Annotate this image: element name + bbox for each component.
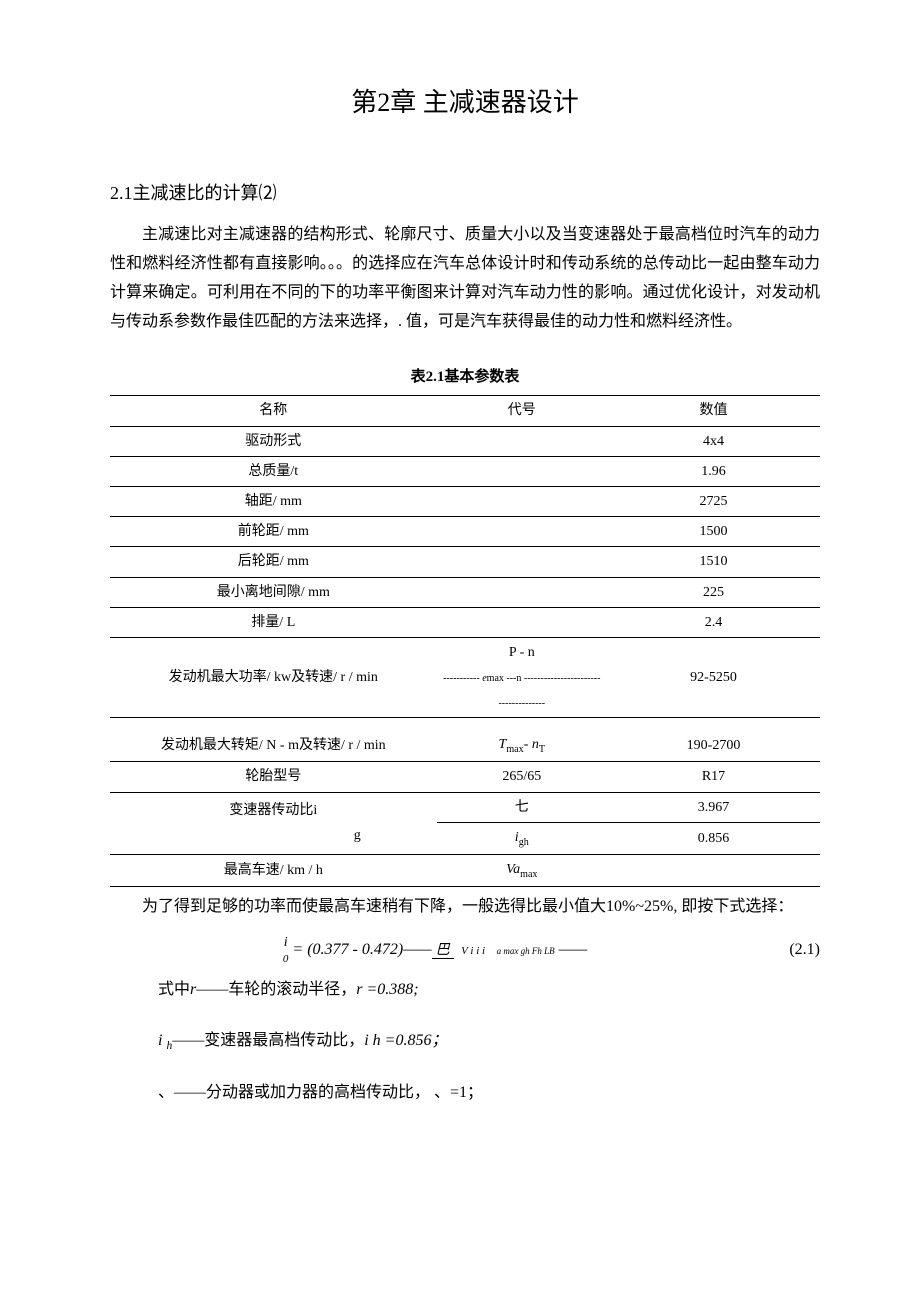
cell-value: 92-5250 <box>607 637 820 718</box>
cell-symbol: Tmax- nT <box>437 718 607 762</box>
table-row: 变速器传动比i g 七 3.967 <box>110 792 820 822</box>
cell-symbol <box>437 577 607 607</box>
cell-value: 225 <box>607 577 820 607</box>
def-r: 式中r——车轮的滚动半径，r =0.388; <box>158 976 820 1005</box>
symbol-definitions: 式中r——车轮的滚动半径，r =0.388; i h——变速器最高档传动比，i … <box>158 976 820 1108</box>
cell-value: 4x4 <box>607 426 820 456</box>
table-row: 轮胎型号 265/65 R17 <box>110 762 820 792</box>
cell-name: 后轮距/ mm <box>110 547 437 577</box>
cell-name: 轴距/ mm <box>110 486 437 516</box>
def-transfer: 、——分动器或加力器的高档传动比， 、=1； <box>158 1079 820 1108</box>
table-row: 发动机最大转矩/ N - m及转速/ r / min Tmax- nT 190-… <box>110 718 820 762</box>
eq-frac-bot1: V i i i <box>457 945 489 957</box>
header-symbol: 代号 <box>437 396 607 426</box>
cell-name: 轮胎型号 <box>110 762 437 792</box>
cell-name: 总质量/t <box>110 456 437 486</box>
body-paragraph-2: 为了得到足够的功率而使最高车速稍有下降，一般选得比最小值大10%~25%, 即按… <box>110 893 820 922</box>
parameter-table: 名称 代号 数值 驱动形式 4x4 总质量/t 1.96 轴距/ mm 2725… <box>110 395 820 886</box>
header-name: 名称 <box>110 396 437 426</box>
cell-name: 最小离地间隙/ mm <box>110 577 437 607</box>
eq-frac-bot2: a max gh Fh LB <box>493 946 559 956</box>
cell-value: 2.4 <box>607 607 820 637</box>
body-paragraph-1: 主减速比对主减速器的结构形式、轮廓尺寸、质量大小以及当变速器处于最高档位时汽车的… <box>110 221 820 336</box>
cell-symbol: igh <box>437 822 607 854</box>
cell-symbol: P - n----------- emax ---n -------------… <box>437 637 607 718</box>
table-row: 总质量/t 1.96 <box>110 456 820 486</box>
cell-value <box>607 854 820 886</box>
cell-value: R17 <box>607 762 820 792</box>
cell-name: 发动机最大功率/ kw及转速/ r / min <box>110 637 437 718</box>
cell-value: 1500 <box>607 517 820 547</box>
cell-value: 0.856 <box>607 822 820 854</box>
chapter-title: 第2章 主减速器设计 <box>110 80 820 127</box>
cell-symbol: 七 <box>437 792 607 822</box>
table-header-row: 名称 代号 数值 <box>110 396 820 426</box>
cell-name: 变速器传动比i g <box>110 792 437 854</box>
table-row: 发动机最大功率/ kw及转速/ r / min P - n-----------… <box>110 637 820 718</box>
eq-rhs-lead: = (0.377 - 0.472)—— <box>288 941 431 958</box>
def-ih: i h——变速器最高档传动比，i h =0.856； <box>158 1027 820 1057</box>
cell-value: 1510 <box>607 547 820 577</box>
cell-value: 2725 <box>607 486 820 516</box>
cell-value: 1.96 <box>607 456 820 486</box>
cell-symbol: 265/65 <box>437 762 607 792</box>
cell-symbol <box>437 456 607 486</box>
cell-name: 排量/ L <box>110 607 437 637</box>
cell-name: 前轮距/ mm <box>110 517 437 547</box>
cell-symbol: Vamax <box>437 854 607 886</box>
table-row: 最高车速/ km / h Vamax <box>110 854 820 886</box>
equation-body: i 0 = (0.377 - 0.472)—— 巴 V i i i a max … <box>110 935 760 966</box>
cell-symbol <box>437 486 607 516</box>
table-row: 轴距/ mm 2725 <box>110 486 820 516</box>
cell-name: 最高车速/ km / h <box>110 854 437 886</box>
cell-name: 发动机最大转矩/ N - m及转速/ r / min <box>110 718 437 762</box>
equation-2-1: i 0 = (0.377 - 0.472)—— 巴 V i i i a max … <box>110 935 820 966</box>
section-title: 2.1主减速比的计算⑵ <box>110 177 820 209</box>
table-row: 最小离地间隙/ mm 225 <box>110 577 820 607</box>
table-row: 前轮距/ mm 1500 <box>110 517 820 547</box>
equation-number: (2.1) <box>760 936 820 965</box>
cell-value: 3.967 <box>607 792 820 822</box>
eq-frac-top: 巴 <box>432 943 454 959</box>
header-value: 数值 <box>607 396 820 426</box>
cell-value: 190-2700 <box>607 718 820 762</box>
table-caption: 表2.1基本参数表 <box>110 364 820 391</box>
cell-symbol <box>437 426 607 456</box>
table-row: 后轮距/ mm 1510 <box>110 547 820 577</box>
cell-symbol <box>437 547 607 577</box>
cell-symbol <box>437 607 607 637</box>
cell-name: 驱动形式 <box>110 426 437 456</box>
table-row: 排量/ L 2.4 <box>110 607 820 637</box>
table-row: 驱动形式 4x4 <box>110 426 820 456</box>
cell-symbol <box>437 517 607 547</box>
